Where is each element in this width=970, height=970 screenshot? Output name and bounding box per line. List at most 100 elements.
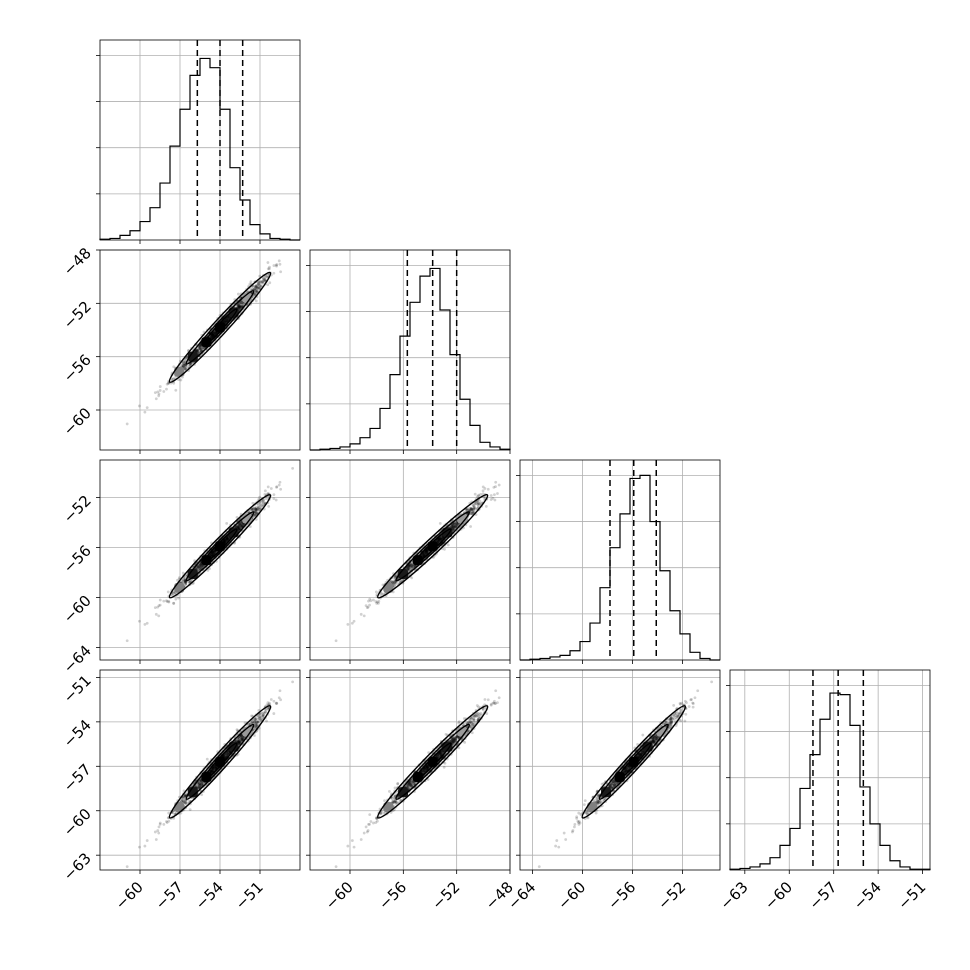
sample-point (406, 566, 410, 570)
sample-point (241, 735, 244, 739)
sample-point (439, 537, 443, 541)
sample-point (227, 535, 230, 539)
sample-point (226, 537, 229, 541)
sample-point (425, 550, 429, 554)
sample-point (238, 301, 242, 305)
sample-point (125, 422, 129, 426)
sample-point (225, 522, 229, 525)
sample-point (451, 524, 455, 528)
sample-point (200, 566, 204, 570)
sample-point (242, 735, 246, 739)
sample-point (235, 515, 239, 519)
density-cell (242, 513, 253, 524)
sample-point (180, 579, 184, 583)
sample-point (390, 579, 393, 583)
sample-point (438, 537, 441, 540)
sample-point (408, 565, 412, 569)
sample-point (226, 536, 230, 540)
contour-line (202, 528, 238, 565)
sample-point (196, 565, 200, 568)
tick-label-y: −56 (60, 542, 95, 577)
sample-point (455, 521, 459, 525)
sample-point (472, 506, 476, 510)
sample-point (451, 523, 455, 527)
sample-point (211, 551, 214, 554)
sample-point (266, 261, 270, 264)
sample-point (240, 301, 243, 305)
sample-point (375, 600, 379, 604)
sample-point (248, 722, 252, 726)
sample-point (380, 592, 384, 596)
sample-point (223, 319, 227, 323)
sample-point (452, 525, 456, 529)
sample-point (253, 508, 257, 511)
sample-point (262, 279, 266, 283)
sample-point (407, 567, 411, 570)
sample-point (389, 579, 393, 583)
sample-point (437, 537, 441, 541)
sample-point (272, 497, 276, 501)
sample-point (438, 522, 442, 525)
sample-point (409, 564, 413, 567)
sample-point (223, 538, 227, 542)
sample-point (472, 506, 476, 509)
sample-point (258, 284, 261, 288)
sample-point (346, 622, 350, 626)
sample-point (158, 822, 162, 826)
sample-point (291, 680, 295, 684)
sample-point (253, 509, 257, 513)
sample-point (196, 348, 200, 352)
sample-point (408, 562, 412, 566)
sample-point (468, 509, 472, 512)
sample-point (224, 539, 228, 543)
sample-point (425, 549, 429, 553)
sample-point (424, 551, 428, 555)
sample-point (210, 335, 214, 339)
sample-point (211, 550, 215, 554)
sample-point (239, 524, 243, 528)
sample-point (210, 769, 213, 773)
sample-point (254, 288, 258, 291)
density-cell (383, 582, 394, 593)
sample-point (214, 331, 218, 335)
sample-point (259, 718, 262, 722)
sample-point (200, 345, 203, 349)
sample-point (226, 535, 230, 539)
sample-point (265, 273, 269, 277)
sample-point (181, 799, 184, 802)
sample-point (199, 348, 202, 352)
sample-point (256, 282, 260, 286)
sample-point (226, 752, 230, 756)
sample-point (211, 332, 215, 336)
sample-point (199, 349, 203, 352)
sample-point (393, 581, 397, 585)
sample-point (225, 538, 229, 542)
sample-point (209, 552, 213, 556)
sample-point (201, 564, 205, 568)
sample-point (478, 499, 482, 503)
sample-point (263, 489, 267, 493)
sample-point (238, 304, 241, 308)
sample-point (257, 285, 261, 289)
sample-point (476, 501, 480, 505)
sample-point (222, 754, 226, 758)
sample-point (237, 304, 241, 308)
sample-point (143, 410, 147, 414)
sample-point (236, 738, 240, 742)
sample-point (211, 551, 214, 554)
sample-point (392, 579, 396, 583)
sample-point (486, 487, 490, 491)
sample-point (182, 362, 185, 365)
sample-point (238, 526, 242, 530)
sample-point (451, 525, 455, 529)
sample-point (237, 304, 241, 308)
sample-point (256, 506, 260, 510)
sample-point (407, 564, 411, 568)
sample-point (213, 549, 217, 553)
sample-point (424, 551, 428, 554)
sample-point (198, 782, 202, 785)
sample-point (223, 539, 226, 543)
tick-label-y: −60 (60, 404, 95, 439)
sample-point (212, 767, 215, 770)
